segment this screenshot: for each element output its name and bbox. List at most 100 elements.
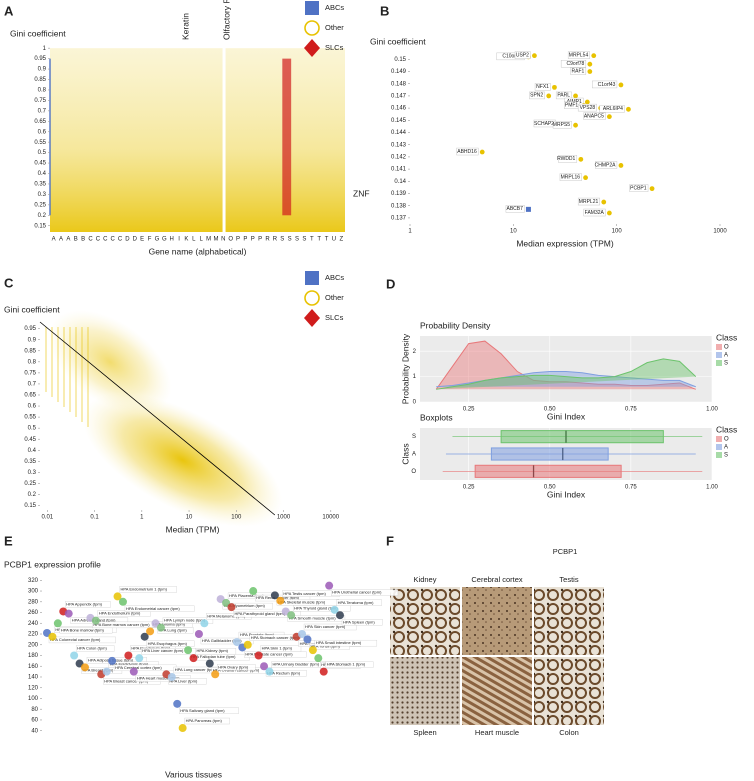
point-label: HPA Colon (tpm) xyxy=(77,646,107,651)
point-label: HPA Gallbladder (tpm) xyxy=(202,638,242,643)
y-tick-label: 200 xyxy=(28,642,39,648)
point-label: HPA Placenta (tpm) xyxy=(229,593,264,598)
label-box xyxy=(217,664,256,671)
label-box xyxy=(592,80,618,89)
y-tick-label: 0.146 xyxy=(391,106,407,112)
point xyxy=(194,630,203,639)
y-tick-label: 0.139 xyxy=(391,191,407,197)
box xyxy=(500,430,664,444)
point-label: CHMP2A xyxy=(595,162,617,168)
point-label: HPA Breast (tpm) xyxy=(83,668,114,673)
x-tick-label: S xyxy=(280,237,284,243)
point-label: HPA Endometrium 1 (tpm) xyxy=(121,586,168,591)
point-label: VPS28 xyxy=(580,105,596,111)
point xyxy=(525,206,531,212)
legend-swatch xyxy=(716,352,722,358)
label-box xyxy=(162,617,214,624)
panel-label: C xyxy=(4,275,14,290)
point xyxy=(184,646,193,655)
label-box xyxy=(534,83,551,91)
label-box xyxy=(567,51,590,59)
point-label: HPA Rectum (tpm) xyxy=(267,670,301,675)
legend-label: A xyxy=(724,445,728,451)
legend-swatch xyxy=(716,360,722,366)
y-tick-label: 220 xyxy=(28,632,39,638)
tissue-label: Colon xyxy=(559,728,579,737)
legend-swatch xyxy=(304,309,320,327)
y-tick-label: 0.2 xyxy=(28,492,37,498)
panel-labels: A B C D E F xyxy=(4,3,395,548)
point xyxy=(173,699,182,708)
x-tick-label: 0.50 xyxy=(544,407,556,413)
y-tick-label: 0.6 xyxy=(38,129,47,135)
y-tick-label: 0.45 xyxy=(34,161,46,167)
point xyxy=(151,619,160,628)
label-box xyxy=(97,610,151,617)
point-label: HPA Ovary (tpm) xyxy=(218,664,249,669)
x-axis-label: Gini Index xyxy=(547,411,586,421)
y-tick-label: 0.142 xyxy=(391,154,407,160)
point-cloud xyxy=(50,48,345,232)
point-label: HPA Bone marrow (tpm) xyxy=(61,627,105,632)
point xyxy=(249,587,258,596)
x-tick-label: D xyxy=(133,237,138,243)
label-box xyxy=(168,678,207,685)
point-label: HPA Colorectal cancer (tpm) xyxy=(50,637,101,642)
label-box xyxy=(325,661,374,668)
x-tick-label: 10 xyxy=(186,515,193,521)
x-tick-label: C xyxy=(111,237,116,243)
point xyxy=(573,93,578,99)
point xyxy=(118,597,127,606)
y-tick-label: S xyxy=(412,434,416,440)
point-label: HPA Myometrium (tpm) xyxy=(224,603,266,608)
point xyxy=(129,667,138,676)
point-label: HPA Glioma (tpm) xyxy=(153,621,186,626)
legend-label: Other xyxy=(325,293,344,302)
legend-swatch xyxy=(716,436,722,442)
point-label: C9orf78 xyxy=(567,61,585,67)
point-label: MRPS5 xyxy=(553,122,570,128)
y-tick-label: 0.149 xyxy=(391,69,407,75)
legend-label: SLCs xyxy=(325,313,344,322)
label-box xyxy=(59,627,113,634)
point xyxy=(298,630,307,639)
point-label: RAF1 xyxy=(572,68,585,74)
legend-swatch xyxy=(305,271,319,285)
y-tick-label: 0.14 xyxy=(394,179,406,185)
label-box xyxy=(514,51,531,59)
point xyxy=(108,656,117,665)
label-box xyxy=(314,639,378,647)
point-label: HPA Prostate cancer (tpm) xyxy=(245,652,293,657)
box xyxy=(474,464,622,478)
point xyxy=(48,632,57,641)
point xyxy=(287,611,296,620)
y-tick-label: A xyxy=(412,452,416,458)
point-label: HPA Esophagus (tpm) xyxy=(148,641,188,646)
x-tick-label: B xyxy=(74,237,78,243)
label-box xyxy=(75,645,115,652)
y-tick-label: 0.9 xyxy=(28,337,37,343)
x-tick-label: 0.25 xyxy=(463,407,475,413)
point-label: HPA Skin cancer (tpm) xyxy=(305,624,346,629)
y-tick-label: 0.147 xyxy=(391,93,407,99)
point-label: HPA Parathyroid gland (tpm) xyxy=(234,611,285,616)
point-label: MRPL21 xyxy=(579,199,599,205)
point xyxy=(227,603,236,612)
point-label: PCBP1 xyxy=(630,185,647,191)
point xyxy=(325,581,334,590)
point-label: HPA Heart muscle (tpm) xyxy=(137,676,180,681)
x-axis-label: Gene name (alphabetical) xyxy=(149,246,247,256)
axis-title: PCBP1 expression profile xyxy=(4,559,101,569)
label-box xyxy=(124,605,195,612)
point-label: HPA Smooth muscle (tpm) xyxy=(289,616,336,621)
y-tick-label: 0.145 xyxy=(391,118,407,124)
y-tick-label: 0.4 xyxy=(38,171,47,177)
label-box xyxy=(287,615,346,622)
x-axis-label: Gini Index xyxy=(547,489,586,499)
x-tick-label: R xyxy=(265,237,270,243)
y-tick-label: 0.8 xyxy=(38,88,47,94)
legend-swatch xyxy=(304,39,320,57)
label-box xyxy=(200,637,254,645)
point xyxy=(222,598,231,607)
